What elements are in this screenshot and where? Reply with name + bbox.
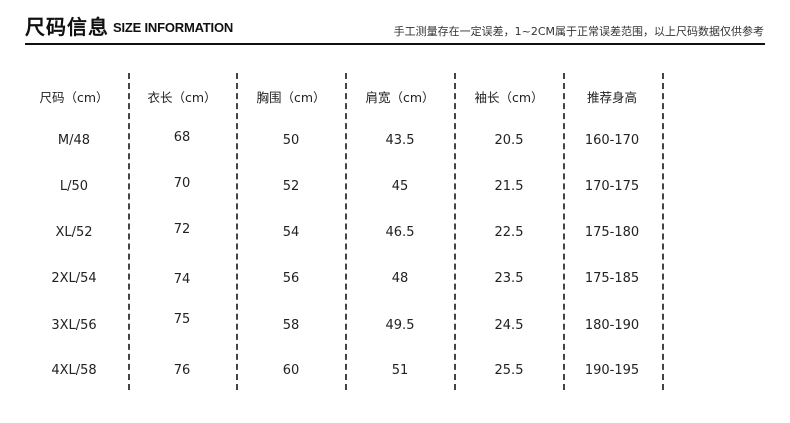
measurement-note: 手工测量存在一定误差，1~2CM属于正常误差范围，以上尺码数据仅供参考 — [393, 25, 764, 38]
cell-length: 68 — [173, 130, 191, 145]
cell-sleeve: 25.5 — [494, 363, 524, 378]
cell-chest: 60 — [282, 363, 300, 378]
column-divider — [128, 73, 130, 390]
column-header-size: 尺码（cm） — [39, 90, 109, 105]
cell-shoulder: 48 — [391, 271, 409, 286]
cell-chest: 50 — [282, 133, 300, 148]
cell-sleeve: 22.5 — [494, 225, 524, 240]
column-divider — [236, 73, 238, 390]
cell-length: 72 — [173, 222, 191, 237]
cell-sleeve: 21.5 — [494, 179, 524, 194]
cell-sleeve: 20.5 — [494, 133, 524, 148]
cell-height: 175-185 — [584, 271, 640, 286]
cell-length: 70 — [173, 176, 191, 191]
cell-size: L/50 — [59, 179, 89, 194]
cell-chest: 54 — [282, 225, 300, 240]
column-header-sleeve: 袖长（cm） — [474, 90, 544, 105]
cell-shoulder: 46.5 — [385, 225, 415, 240]
cell-size: M/48 — [57, 133, 91, 148]
cell-size: 4XL/58 — [51, 363, 97, 378]
column-divider — [345, 73, 347, 390]
column-divider — [454, 73, 456, 390]
cell-shoulder: 51 — [391, 363, 409, 378]
column-header-length: 衣长（cm） — [147, 90, 217, 105]
cell-length: 76 — [173, 363, 191, 378]
cell-shoulder: 43.5 — [385, 133, 415, 148]
column-header-chest: 胸围（cm） — [256, 90, 326, 105]
column-divider — [563, 73, 565, 390]
header-divider — [25, 43, 765, 45]
cell-height: 160-170 — [584, 133, 640, 148]
cell-sleeve: 24.5 — [494, 318, 524, 333]
page-title: 尺码信息 — [25, 15, 109, 39]
cell-size: 2XL/54 — [51, 271, 97, 286]
cell-length: 74 — [173, 272, 191, 287]
cell-height: 180-190 — [584, 318, 640, 333]
cell-height: 190-195 — [584, 363, 640, 378]
column-header-height: 推荐身高 — [586, 90, 637, 105]
cell-length: 75 — [173, 312, 191, 327]
cell-sleeve: 23.5 — [494, 271, 524, 286]
cell-chest: 56 — [282, 271, 300, 286]
cell-size: XL/52 — [55, 225, 93, 240]
cell-height: 175-180 — [584, 225, 640, 240]
cell-shoulder: 49.5 — [385, 318, 415, 333]
page-subtitle: SIZE INFORMATION — [113, 20, 234, 35]
cell-chest: 58 — [282, 318, 300, 333]
header: 尺码信息 SIZE INFORMATION 手工测量存在一定误差，1~2CM属于… — [0, 0, 790, 45]
cell-size: 3XL/56 — [51, 318, 97, 333]
column-divider — [662, 73, 664, 390]
cell-height: 170-175 — [584, 179, 640, 194]
cell-shoulder: 45 — [391, 179, 409, 194]
column-header-shoulder: 肩宽（cm） — [365, 90, 435, 105]
cell-chest: 52 — [282, 179, 300, 194]
